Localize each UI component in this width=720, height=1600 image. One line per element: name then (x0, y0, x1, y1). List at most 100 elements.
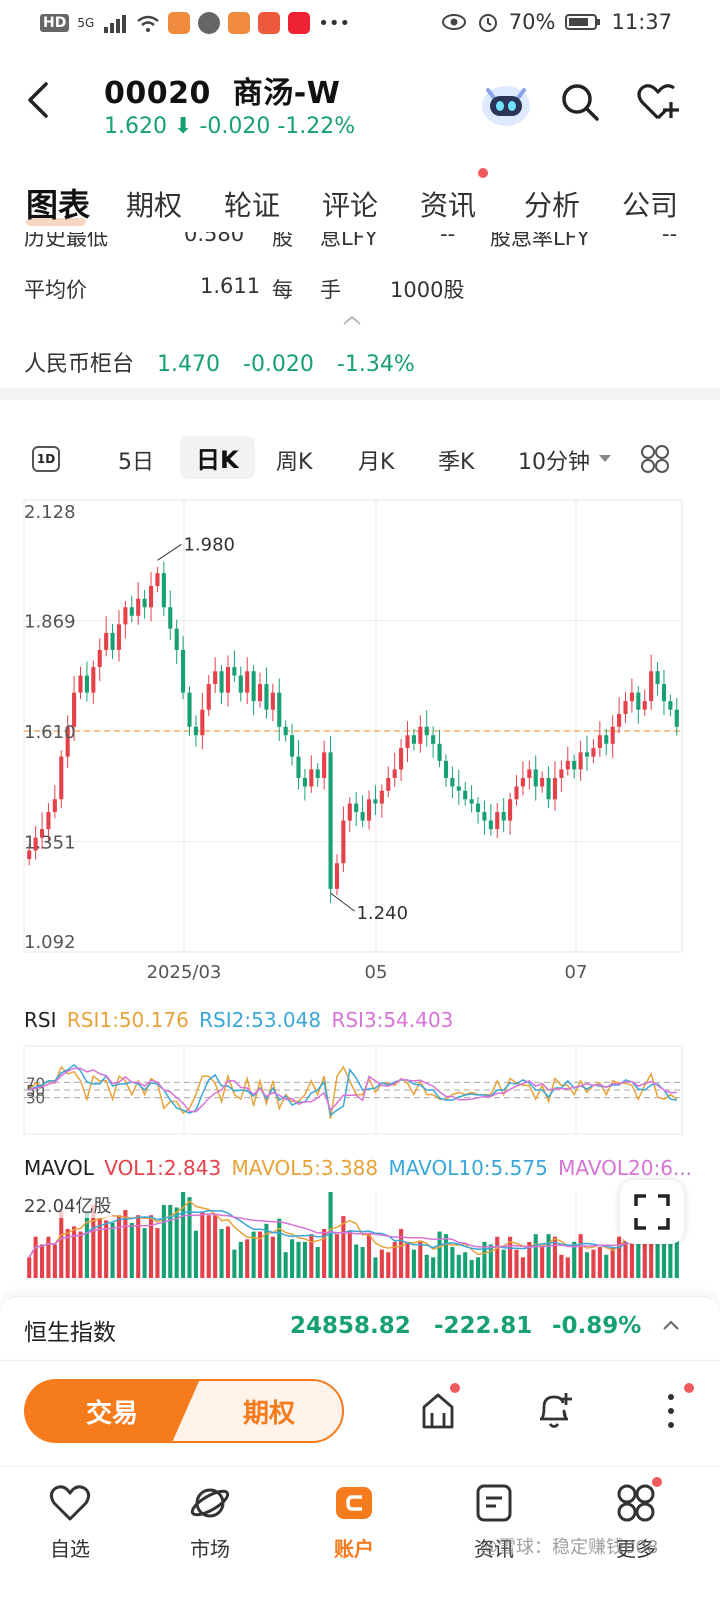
candle-body-37 (264, 684, 269, 710)
intraday-toggle-icon[interactable]: 1D (32, 446, 60, 472)
volume-bar-17 (136, 1215, 141, 1278)
volume-bar-63 (431, 1257, 436, 1278)
volume-bar-84 (565, 1257, 570, 1278)
period-weekly-k[interactable]: 周K (276, 450, 313, 475)
candle-body-94 (629, 692, 634, 702)
volume-bar-33 (238, 1241, 243, 1278)
tab-analysis[interactable]: 分析 (524, 189, 581, 222)
news-document-icon (476, 1484, 512, 1522)
candle-body-81 (546, 777, 551, 800)
tab-news[interactable]: 资讯 (420, 189, 477, 222)
tab-company[interactable]: 公司 (622, 189, 679, 222)
candle-body-43 (302, 777, 307, 787)
kline-chart[interactable]: 2.128 1.869 1.610 1.351 1.092 2025/03 05 07 1.98… (0, 496, 720, 996)
volume-bar-55 (379, 1249, 384, 1278)
lot-label-b: 手 (320, 278, 341, 302)
fullscreen-button[interactable] (620, 1180, 684, 1244)
rsi-title: RSI (24, 1008, 57, 1032)
volume-bar-3 (46, 1236, 51, 1278)
volume-bar-69 (469, 1259, 474, 1278)
volume-bar-49 (341, 1216, 346, 1278)
candle-body-84 (565, 760, 570, 770)
volume-bar-18 (142, 1228, 147, 1278)
tabbar-market[interactable]: 市场 (160, 1481, 260, 1562)
volume-bar-12 (104, 1220, 109, 1278)
more-menu-icon[interactable] (664, 1391, 678, 1431)
add-favorite-heart-icon[interactable] (636, 80, 680, 124)
candle-body-96 (642, 701, 647, 710)
volume-bar-54 (373, 1257, 378, 1278)
candle-body-40 (283, 726, 288, 736)
search-icon[interactable] (558, 80, 602, 124)
candle-body-64 (437, 743, 442, 761)
candle-body-22 (168, 607, 173, 629)
status-right: 70% 11:37 (441, 10, 672, 34)
candle-body-98 (655, 671, 660, 685)
volume-bar-0 (27, 1257, 32, 1278)
expand-index-chevron-icon[interactable] (662, 1319, 680, 1331)
candle-body-54 (373, 799, 378, 804)
volume-bar-66 (450, 1247, 455, 1278)
candle-body-17 (136, 598, 141, 616)
period-10min[interactable]: 10分钟 (518, 450, 590, 475)
chart-settings-grid-icon[interactable] (640, 444, 670, 474)
candle-body-21 (161, 573, 166, 608)
action-bar: 期权 交易 (0, 1360, 720, 1460)
mavol20-value: MAVOL20:6... (558, 1156, 693, 1180)
candle-body-24 (181, 649, 186, 693)
position-house-icon[interactable] (418, 1391, 458, 1431)
more-unread-dot (684, 1383, 694, 1393)
period-monthly-k[interactable]: 月K (358, 450, 395, 475)
stock-code: 00020 (104, 76, 211, 111)
ai-assistant-robot-icon[interactable] (478, 76, 534, 132)
tab-options[interactable]: 期权 (126, 189, 183, 222)
volume-bar-2 (39, 1244, 45, 1278)
tabbar-account-label: 账户 (334, 1537, 374, 1561)
period-daily-k[interactable]: 日K (180, 436, 255, 479)
period-5d[interactable]: 5日 (118, 450, 154, 475)
candle-body-76 (514, 786, 519, 800)
tab-warrants[interactable]: 轮证 (224, 189, 281, 222)
candle-body-72 (488, 820, 493, 830)
tabbar-more[interactable]: 更多 (586, 1481, 686, 1562)
tab-chart[interactable]: 图表 (26, 186, 91, 224)
index-ticker-bar[interactable]: 恒生指数 24858.82 -222.81 -0.89% (0, 1296, 720, 1356)
tabbar-account[interactable]: 账户 (304, 1481, 404, 1562)
candle-body-69 (469, 799, 474, 804)
volume-bar-19 (148, 1215, 154, 1278)
tabbar-news[interactable]: 资讯 (444, 1481, 544, 1562)
rsi-legend: RSI RSI1:50.176 RSI2:53.048 RSI3:54.403 (24, 1008, 453, 1032)
trade-button[interactable]: 交易 (24, 1379, 200, 1443)
back-arrow-icon[interactable] (24, 80, 54, 120)
candle-body-61 (418, 726, 423, 744)
tab-comments[interactable]: 评论 (322, 189, 379, 222)
rsi-level-label-30: 30 (26, 1090, 45, 1108)
volume-bar-22 (168, 1204, 173, 1278)
volume-bar-76 (514, 1249, 519, 1278)
rmb-counter-row[interactable]: 人民币柜台 1.470 -0.020 -1.34% (24, 346, 415, 378)
candle-body-97 (649, 671, 654, 702)
collapse-chevron-icon[interactable] (342, 314, 362, 326)
period-dropdown-icon[interactable] (598, 454, 612, 464)
options-button[interactable]: 期权 (170, 1379, 344, 1443)
info-row-historic-low: 历史最低 0.580 股 息LFY -- 股息率LFY -- (0, 232, 720, 256)
volume-bar-98 (655, 1226, 660, 1278)
candle-body-26 (193, 726, 198, 736)
candle-body-99 (661, 684, 667, 702)
dividend-label-a: 股 (272, 232, 293, 250)
bottom-tab-bar: 自选 市场 账户 资讯 更多 (0, 1466, 720, 1600)
candle-body-73 (495, 812, 500, 830)
stock-header: 00020 商汤-W 1.620 ⬇ -0.020 -1.22% (0, 60, 720, 150)
period-quarterly-k[interactable]: 季K (438, 450, 475, 475)
volume-bar-72 (488, 1244, 493, 1278)
rsi-line-2 (28, 1063, 677, 1117)
section-divider (0, 388, 720, 400)
volume-bar-23 (174, 1207, 179, 1278)
position-unread-dot (450, 1383, 460, 1393)
volume-bar-37 (264, 1223, 269, 1278)
news-unread-dot (478, 168, 488, 178)
tabbar-watchlist[interactable]: 自选 (20, 1481, 120, 1562)
price-alert-bell-icon[interactable] (534, 1389, 574, 1431)
volume-bar-95 (636, 1213, 641, 1278)
